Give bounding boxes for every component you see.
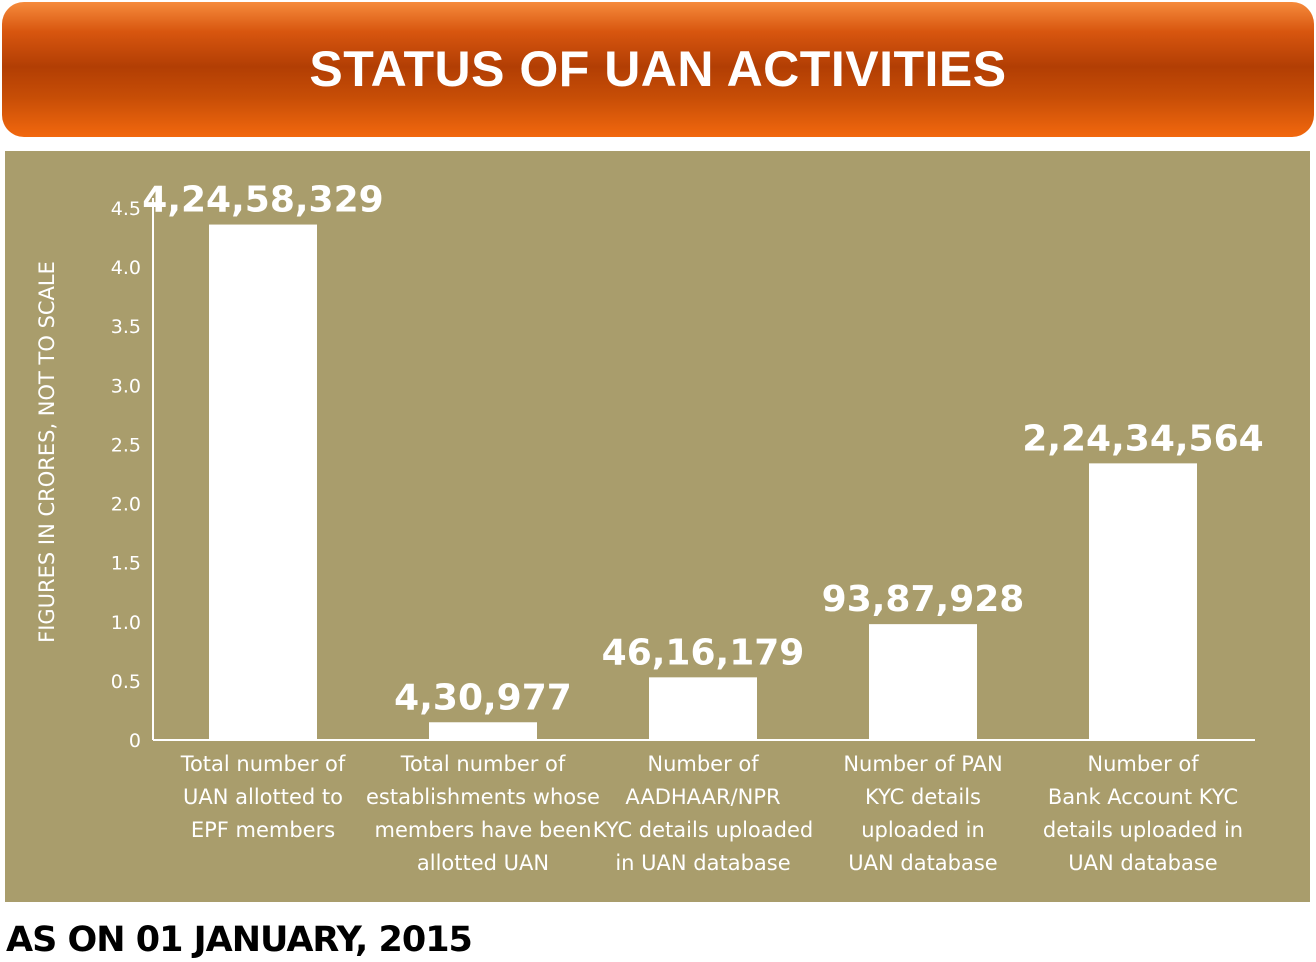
y-tick-label: 2.0 — [111, 494, 141, 516]
y-tick-label: 4.0 — [111, 257, 141, 279]
title-banner: STATUS OF UAN ACTIVITIES — [2, 2, 1314, 137]
x-category-label-line: Total number of — [180, 752, 346, 776]
x-category-label: Number of AADHAAR/NPR KYC details uploaded… — [593, 752, 813, 875]
y-tick-label: 1.0 — [111, 612, 141, 634]
x-category-label-line: establishments whose — [366, 785, 600, 809]
data-label: 46,16,179 — [602, 632, 805, 673]
x-category-label: Number of PAN KYC details uploaded in UAN d… — [843, 752, 1002, 875]
y-axis-label-group: FIGURES IN CRORES, NOT TO SCALE — [35, 261, 59, 643]
y-tick-label: 1.5 — [111, 553, 141, 575]
x-category-label-line: Number of PAN — [843, 752, 1002, 776]
y-tick-label: 2.5 — [111, 434, 141, 456]
x-category-label-line: KYC details uploaded — [593, 818, 813, 842]
as-on-date-footnote: AS ON 01 JANUARY, 2015 — [6, 920, 473, 960]
y-tick-label: 0.5 — [111, 671, 141, 693]
x-category-label-line: EPF members — [191, 818, 335, 842]
x-category-label-line: Total number of — [400, 752, 566, 776]
x-category-label: Total number of establishments whose membe… — [366, 752, 600, 875]
bar — [1089, 463, 1197, 740]
x-category-label-line: allotted UAN — [417, 851, 549, 875]
x-category-label-line: Bank Account KYC — [1048, 785, 1238, 809]
data-label: 2,24,34,564 — [1022, 418, 1263, 459]
bar — [649, 677, 757, 740]
x-category-label-line: uploaded in — [861, 818, 985, 842]
x-category-label-line: in UAN database — [615, 851, 790, 875]
bars — [209, 224, 1197, 740]
y-tick-label: 0 — [129, 730, 141, 752]
x-category-label-line: UAN database — [848, 851, 997, 875]
x-category-label: Number of Bank Account KYC details uploade… — [1043, 752, 1243, 875]
x-category-label: Total number of UAN allotted to EPF member… — [180, 752, 346, 842]
y-tick-label: 3.0 — [111, 375, 141, 397]
data-label: 4,24,58,329 — [142, 180, 383, 221]
y-ticks: 0 0.5 1.0 1.5 2.0 2.5 3.0 3.5 4.0 4.5 — [111, 198, 141, 752]
x-category-label-line: details uploaded in — [1043, 818, 1243, 842]
x-category-label-line: UAN allotted to — [183, 785, 343, 809]
page-title: STATUS OF UAN ACTIVITIES — [309, 41, 1007, 97]
y-axis-label: FIGURES IN CRORES, NOT TO SCALE — [35, 261, 59, 643]
bar — [209, 224, 317, 740]
bar — [869, 624, 977, 740]
x-category-label-line: Number of — [647, 752, 759, 776]
data-labels: 4,24,58,329 4,30,977 46,16,179 93,87,928 2,2… — [142, 180, 1263, 719]
x-category-label-line: Number of — [1087, 752, 1199, 776]
x-category-label-line: AADHAAR/NPR — [625, 785, 780, 809]
y-tick-label: 3.5 — [111, 316, 141, 338]
x-category-label-line: members have been — [374, 818, 591, 842]
x-category-label-line: UAN database — [1068, 851, 1217, 875]
data-label: 4,30,977 — [394, 677, 572, 718]
y-tick-label: 4.5 — [111, 198, 141, 220]
x-category-label-line: KYC details — [865, 785, 981, 809]
x-labels: Total number of UAN allotted to EPF member… — [180, 752, 1243, 875]
bar — [429, 722, 537, 740]
data-label: 93,87,928 — [822, 579, 1025, 620]
